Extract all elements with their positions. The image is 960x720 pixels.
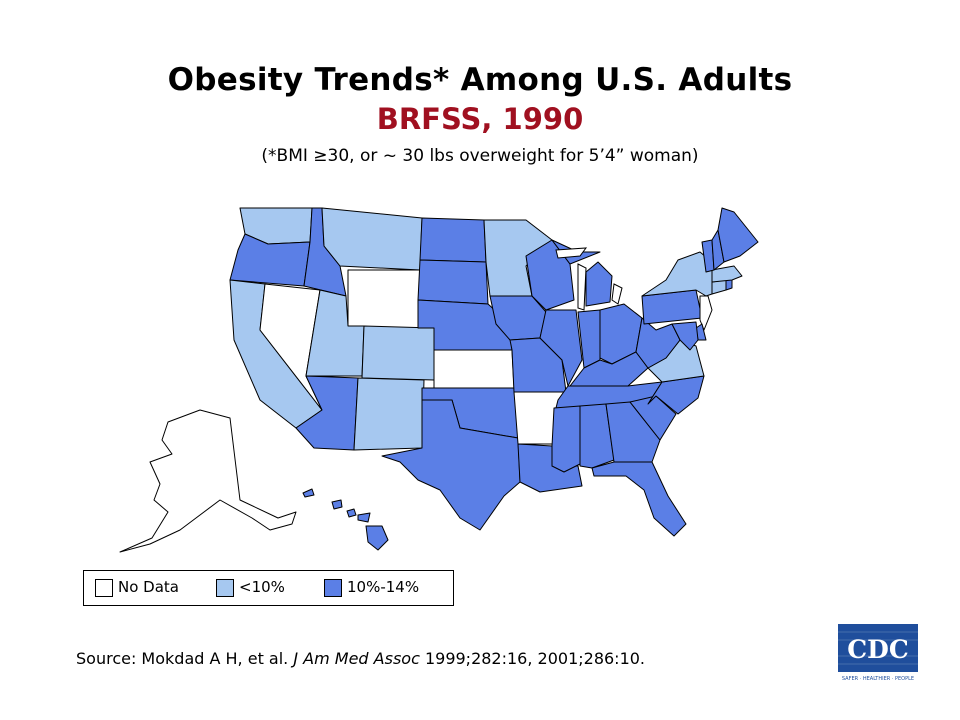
state-GA — [605, 401, 661, 463]
state-MA — [711, 265, 743, 283]
cdc-logo-text: CDC — [847, 635, 908, 664]
state-WY — [347, 269, 421, 331]
state-SC — [629, 395, 677, 441]
state-KS — [433, 349, 515, 389]
page-subtitle: BRFSS, 1990 — [376, 102, 584, 136]
cdc-logo-tagline: SAFER · HEALTHIER · PEOPLE — [842, 676, 914, 682]
state-ND — [419, 217, 487, 263]
state-SD — [417, 259, 489, 305]
legend-label-lt10: <10% — [239, 578, 285, 596]
source-journal: J Am Med Assoc — [293, 649, 420, 668]
state-AL — [579, 403, 615, 469]
legend-swatch-no-data — [95, 579, 113, 597]
legend-label-10-14: 10%-14% — [347, 578, 420, 596]
state-CO — [361, 325, 435, 381]
map-legend: No Data <10% 10%-14% — [83, 570, 454, 606]
source-suffix: 1999;282:16, 2001;286:10. — [419, 649, 646, 668]
legend-swatch-10-14 — [324, 579, 342, 597]
state-KY — [569, 351, 649, 387]
state-MD — [671, 321, 699, 351]
cdc-logo: CDC SAFER · HEALTHIER · PEOPLE — [838, 624, 918, 682]
state-RI — [725, 279, 733, 291]
state-HI — [302, 488, 389, 551]
source-citation: Source: Mokdad A H, et al. J Am Med Asso… — [76, 649, 645, 668]
state-NM — [353, 377, 425, 451]
source-prefix: Source: Mokdad A H, et al. — [76, 649, 294, 668]
state-NJ — [699, 295, 713, 331]
legend-label-no-data: No Data — [118, 578, 179, 596]
state-AK — [119, 409, 297, 553]
state-NY — [641, 251, 713, 297]
us-choropleth-map — [119, 207, 759, 553]
state-FL — [591, 461, 687, 537]
state-TX — [381, 399, 521, 531]
state-MS — [551, 405, 581, 473]
state-ME — [717, 207, 759, 263]
state-MT — [321, 207, 423, 271]
legend-swatch-lt10 — [216, 579, 234, 597]
page-title: Obesity Trends* Among U.S. Adults — [167, 62, 793, 98]
state-MN — [483, 219, 553, 297]
great-lakes — [555, 247, 623, 311]
bmi-note: (*BMI ≥30, or ~ 30 lbs overweight for 5’… — [261, 146, 699, 166]
cdc-logo-background — [838, 624, 918, 672]
